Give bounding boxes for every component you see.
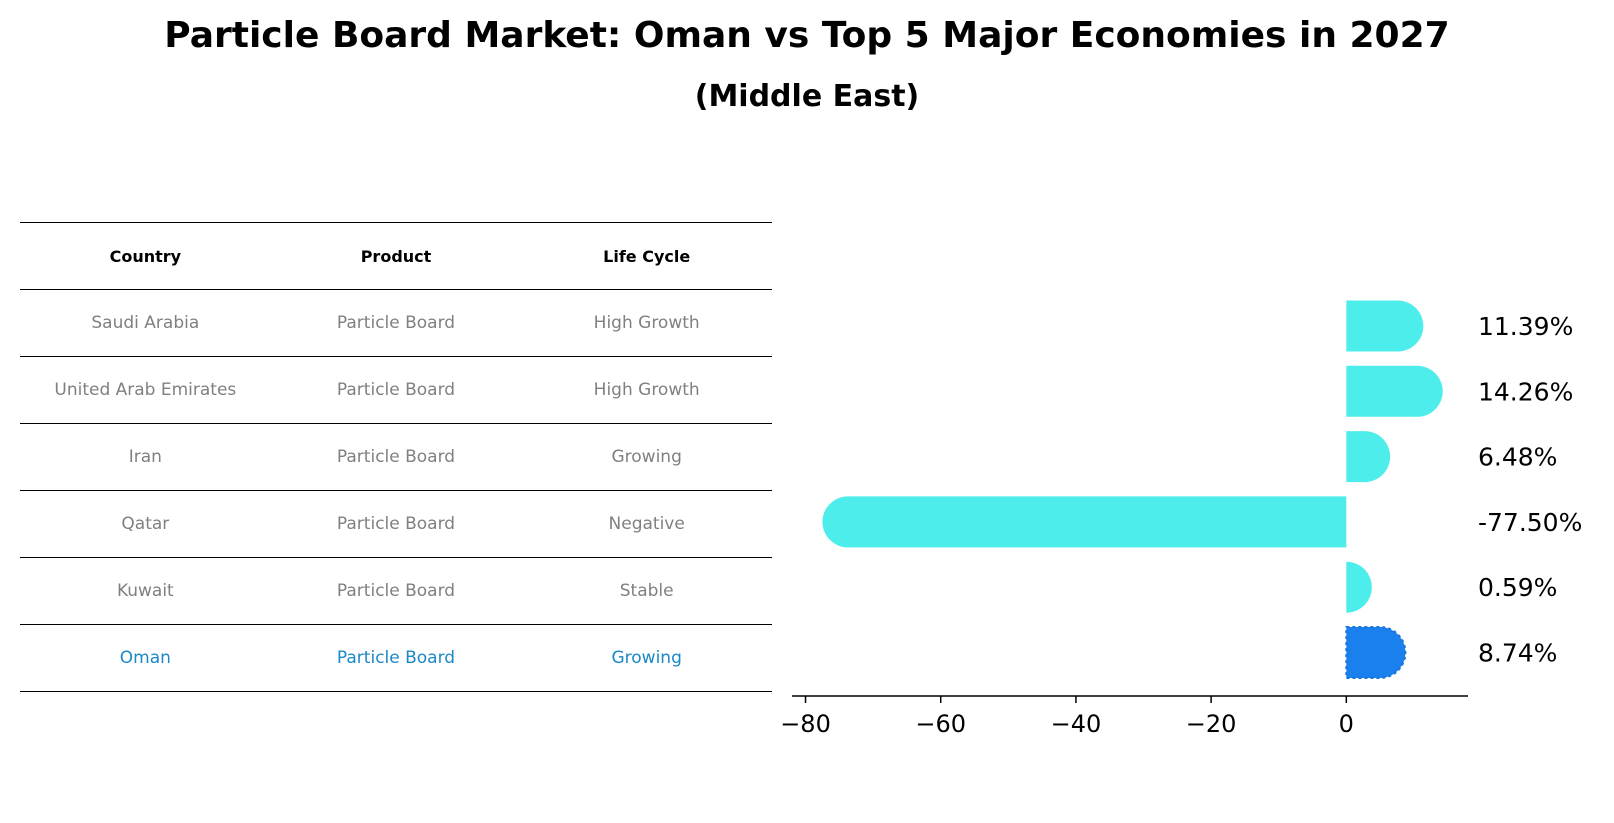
product-cell: Particle Board (336, 313, 456, 333)
table-row: United Arab Emirates Particle Board High… (20, 356, 772, 423)
table-row: Iran Particle Board Growing (20, 423, 772, 490)
data-label: 14.26% (1478, 377, 1573, 406)
data-label: 0.59% (1478, 573, 1557, 602)
x-tick-label: −80 (780, 710, 831, 738)
product-cell: Particle Board (336, 514, 456, 534)
data-label: 11.39% (1478, 312, 1573, 341)
country-cell: Kuwait (116, 581, 174, 601)
bar-oman (1345, 626, 1407, 679)
product-cell: Particle Board (336, 380, 456, 400)
header-country: Country (109, 246, 182, 266)
data-label: 8.74% (1478, 639, 1557, 668)
table-row: Kuwait Particle Board Stable (20, 557, 772, 624)
data-label: 6.48% (1478, 443, 1557, 472)
life-cycle-cell: Growing (611, 447, 682, 467)
table-row: Saudi Arabia Particle Board High Growth (20, 289, 772, 356)
table-header-row: Country Product Life Cycle (20, 222, 772, 289)
bar-united-arab-emirates (1346, 365, 1443, 417)
product-cell: Particle Board (336, 581, 456, 601)
x-tick-label: −60 (915, 710, 966, 738)
life-cycle-cell: Growing (611, 648, 682, 668)
table-row: Qatar Particle Board Negative (20, 490, 772, 557)
life-cycle-cell: Negative (608, 514, 685, 534)
x-tick-label: 0 (1339, 710, 1354, 738)
life-cycle-cell: High Growth (593, 380, 700, 400)
product-cell: Particle Board (336, 447, 456, 467)
bar-qatar (822, 496, 1347, 548)
country-table: Country Product Life Cycle Saudi Arabia … (20, 222, 772, 692)
x-tick-label: −20 (1186, 710, 1237, 738)
country-cell: United Arab Emirates (54, 380, 237, 400)
header-life-cycle: Life Cycle (603, 246, 691, 266)
country-cell: Iran (128, 447, 162, 467)
data-label: -77.50% (1478, 508, 1582, 537)
header-product: Product (360, 246, 432, 266)
country-cell: Oman (119, 648, 171, 668)
chart-title: Particle Board Market: Oman vs Top 5 Maj… (164, 15, 1450, 56)
life-cycle-cell: Stable (619, 581, 674, 601)
life-cycle-cell: High Growth (593, 313, 700, 333)
x-tick-label: −40 (1051, 710, 1102, 738)
chart-subtitle: (Middle East) (694, 79, 920, 114)
bar-saudi-arabia (1346, 300, 1424, 352)
bar-iran (1346, 431, 1391, 483)
country-cell: Saudi Arabia (91, 313, 200, 333)
product-cell: Particle Board (336, 648, 456, 668)
country-cell: Qatar (121, 514, 170, 534)
bar-kuwait (1346, 561, 1372, 613)
table-row-highlight: Oman Particle Board Growing (20, 624, 772, 692)
